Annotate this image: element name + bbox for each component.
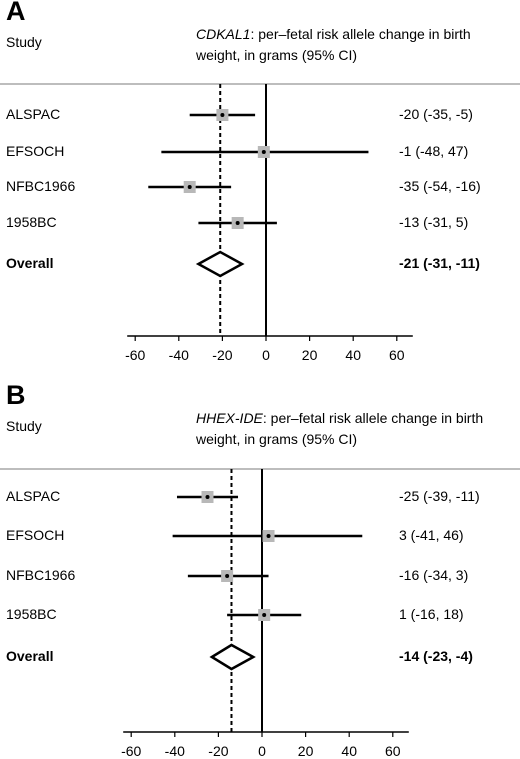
- study-name: NFBC1966: [6, 567, 76, 583]
- point-estimate: [261, 150, 266, 154]
- study-name: EFSOCH: [6, 527, 65, 543]
- study-name: 1958BC: [6, 214, 57, 230]
- x-tick-label: 0: [258, 743, 266, 756]
- study-name: 1958BC: [6, 606, 57, 622]
- x-tick-label: -20: [212, 347, 232, 363]
- point-estimate: [262, 613, 267, 617]
- study-column-header: Study: [6, 418, 42, 434]
- point-estimate: [266, 534, 271, 538]
- x-tick-label: 40: [341, 743, 357, 756]
- study-estimate-label: -35 (-54, -16): [399, 178, 481, 194]
- title-line1: : per–fetal risk allele change in birth: [250, 26, 471, 42]
- forest-plot-svg: -60 -40 -20 0 20 40 60: [0, 468, 520, 756]
- x-tick-label: 40: [345, 347, 361, 363]
- title-line1: : per–fetal risk allele change in birth: [262, 410, 484, 426]
- study-name: ALSPAC: [6, 106, 61, 122]
- chart-title: HHEX-IDE: per–fetal risk allele change i…: [196, 408, 516, 450]
- point-estimate: [220, 113, 225, 117]
- panel-letter: B: [6, 380, 26, 410]
- study-estimate-label: -1 (-48, 47): [399, 143, 469, 159]
- forest-panel-b: B Study HHEX-IDE: per–fetal risk allele …: [0, 380, 520, 756]
- x-tick-label: 60: [389, 347, 405, 363]
- point-estimate: [187, 185, 192, 189]
- x-tick-label: 60: [385, 743, 401, 756]
- x-tick-label: -20: [208, 743, 228, 756]
- study-estimate-label: 1 (-16, 18): [399, 606, 464, 622]
- study-estimate-label: -13 (-31, 5): [399, 214, 469, 230]
- x-tick-label: -60: [125, 347, 145, 363]
- title-line2: weight, in grams (95% CI): [196, 47, 358, 63]
- study-name: ALSPAC: [6, 488, 61, 504]
- title-line2: weight, in grams (95% CI): [196, 431, 358, 447]
- overall-estimate-label: -14 (-23, -4): [399, 648, 473, 664]
- gene-name: HHEX-IDE: [196, 410, 263, 426]
- x-tick-label: 20: [298, 743, 314, 756]
- x-tick-label: 0: [262, 347, 270, 363]
- overall-label: Overall: [6, 648, 54, 664]
- study-column-header: Study: [6, 34, 42, 50]
- x-tick-label: 20: [302, 347, 318, 363]
- point-estimate: [225, 574, 230, 578]
- overall-diamond: [209, 643, 256, 671]
- x-tick-label: -60: [121, 743, 141, 756]
- point-estimate: [235, 221, 240, 225]
- study-name: EFSOCH: [6, 143, 65, 159]
- overall-estimate-label: -21 (-31, -11): [399, 255, 480, 271]
- x-tick-label: -40: [165, 743, 185, 756]
- forest-panel-a: A Study CDKAL1: per–fetal risk allele ch…: [0, 0, 520, 372]
- chart-title: CDKAL1: per–fetal risk allele change in …: [196, 24, 516, 66]
- point-estimate: [205, 495, 210, 499]
- study-estimate-label: -20 (-35, -5): [399, 106, 473, 122]
- study-estimate-label: -25 (-39, -11): [399, 488, 480, 504]
- study-estimate-label: -16 (-34, 3): [399, 567, 469, 583]
- panel-letter: A: [6, 0, 26, 26]
- x-tick-label: -40: [169, 347, 189, 363]
- study-estimate-label: 3 (-41, 46): [399, 527, 464, 543]
- study-name: NFBC1966: [6, 178, 76, 194]
- overall-diamond: [195, 250, 245, 278]
- gene-name: CDKAL1: [196, 26, 251, 42]
- forest-plot-svg: -60 -40 -20 0 20 40 60: [0, 83, 520, 363]
- overall-label: Overall: [6, 255, 54, 271]
